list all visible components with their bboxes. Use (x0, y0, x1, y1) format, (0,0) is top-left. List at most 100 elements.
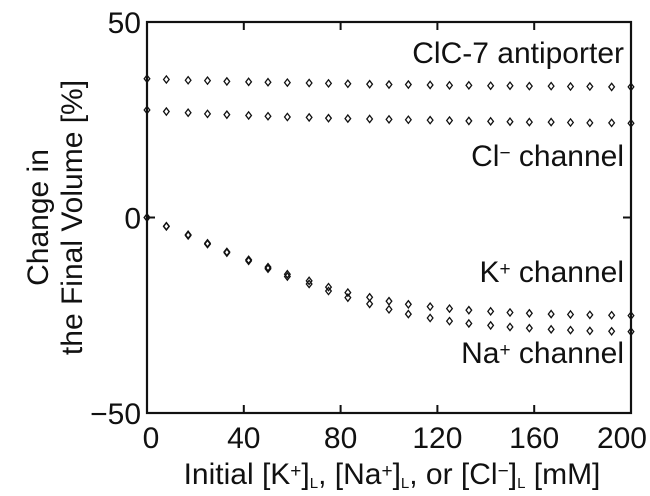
data-point (324, 286, 333, 296)
y-axis-label-line: Change in (22, 149, 55, 286)
data-point (547, 309, 555, 319)
data-point (608, 326, 616, 336)
data-point (385, 304, 393, 315)
series-label: Cl− channel (471, 140, 624, 173)
x-axis-label-part: L (310, 475, 318, 492)
y-tick-label: 50 (108, 7, 141, 40)
series-label-part: channel (511, 337, 624, 370)
data-point (264, 111, 272, 121)
series-label: K+ channel (479, 256, 624, 289)
data-point (366, 79, 374, 89)
y-axis-label-line: the Final Volume [%] (56, 80, 89, 355)
data-point (608, 310, 616, 320)
series-label: Na+ channel (461, 337, 624, 370)
data-point (404, 115, 412, 125)
data-point (203, 109, 212, 119)
data-point (324, 113, 333, 123)
series-label-part: ClC-7 antiporter (412, 37, 624, 70)
data-point (525, 81, 533, 91)
series-label-part: Cl (471, 140, 499, 173)
data-point (426, 313, 434, 323)
data-point (445, 80, 454, 91)
data-point (245, 255, 253, 265)
data-point (344, 292, 352, 303)
data-point (283, 112, 291, 122)
y-tick-label: 0 (124, 203, 141, 236)
data-point (586, 118, 594, 128)
data-point (506, 307, 514, 318)
data-point (445, 303, 454, 314)
series-markers (143, 105, 635, 128)
x-tick-label: 40 (227, 422, 260, 455)
y-axis-label: Change in the Final Volume [%] (22, 80, 89, 355)
data-point (506, 81, 514, 91)
data-point (344, 79, 352, 89)
data-point (203, 239, 212, 249)
data-point (245, 77, 253, 87)
data-point (245, 110, 253, 121)
series-markers (143, 74, 635, 92)
x-axis-label-part: L (517, 475, 525, 492)
data-point (305, 112, 313, 123)
data-point (426, 80, 434, 90)
data-point (385, 296, 393, 306)
data-point (426, 301, 434, 312)
data-point (264, 77, 272, 87)
x-axis-label-part: ] (393, 458, 401, 491)
data-point (465, 80, 473, 91)
x-tick-label: 160 (509, 422, 559, 455)
series-label-part: − (499, 143, 510, 164)
data-point (547, 117, 555, 127)
x-axis-label-part: + (290, 461, 301, 482)
data-point (344, 113, 352, 124)
data-point (404, 299, 412, 309)
data-point (184, 230, 192, 241)
data-point (586, 326, 594, 336)
data-point (487, 116, 495, 126)
data-point (404, 309, 412, 319)
data-point (385, 114, 393, 125)
data-point (608, 118, 616, 128)
data-point (608, 82, 616, 92)
x-axis-label-part: L (401, 475, 409, 492)
x-tick-label: 80 (324, 422, 357, 455)
data-point (162, 106, 170, 117)
data-point (487, 320, 495, 331)
data-point (426, 115, 434, 125)
series-label-part: + (499, 340, 510, 361)
x-axis-label-part: [mM] (525, 458, 600, 491)
series-label-part: Na (461, 337, 500, 370)
data-point (487, 81, 495, 91)
data-point (465, 116, 473, 126)
x-tick-label: 120 (412, 422, 462, 455)
series-label-part: K (479, 256, 499, 289)
x-axis-label-part: Initial [K (184, 458, 291, 491)
data-point (525, 308, 533, 318)
data-point (586, 310, 594, 320)
data-point (487, 306, 495, 316)
data-point (525, 323, 533, 333)
data-point (465, 318, 473, 329)
data-point (223, 76, 231, 87)
data-point (223, 248, 231, 258)
data-point (547, 324, 555, 334)
data-point (445, 115, 454, 126)
x-axis-label-part: − (498, 461, 509, 482)
data-point (366, 114, 374, 124)
data-point (366, 299, 374, 309)
data-point (566, 81, 575, 92)
data-point (566, 117, 575, 128)
data-point (525, 117, 533, 127)
data-point (586, 81, 594, 92)
data-point (324, 78, 333, 89)
data-point (223, 110, 231, 120)
data-point (305, 279, 313, 289)
data-point (245, 256, 253, 266)
data-point (305, 78, 313, 88)
data-point (162, 221, 170, 232)
series-label-part: + (499, 259, 510, 280)
data-point (465, 305, 473, 315)
